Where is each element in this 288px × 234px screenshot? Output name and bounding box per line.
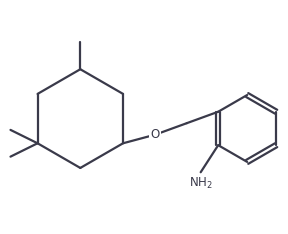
- Text: O: O: [151, 128, 160, 141]
- Text: NH$_2$: NH$_2$: [189, 176, 213, 191]
